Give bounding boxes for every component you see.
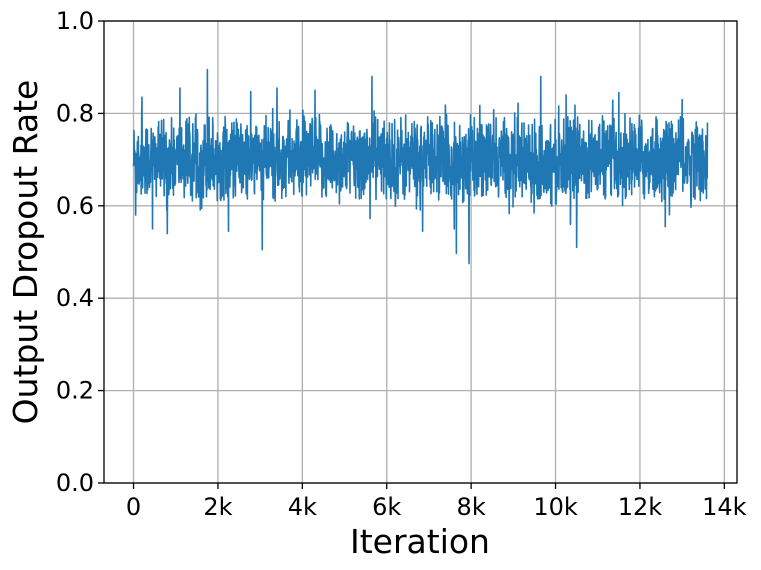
y-tick-label: 0.2 <box>56 377 94 405</box>
plot-frame <box>103 20 738 484</box>
y-axis-label: Output Dropout Rate <box>6 80 45 425</box>
y-tick-label: 0.0 <box>56 469 94 497</box>
plot-area <box>132 68 709 265</box>
x-tick-label: 0 <box>126 493 141 521</box>
grid-lines <box>104 20 737 484</box>
x-tick-label: 6k <box>372 493 401 521</box>
y-tick-label: 1.0 <box>56 7 94 35</box>
axis-ticks: 0 2k 4k 6k 8k 10k 12k 14k 0.0 0.2 0.4 0.6 0.8 1.0 <box>56 7 747 521</box>
x-tick-label: 2k <box>203 493 232 521</box>
y-tick-label: 0.6 <box>56 192 94 220</box>
x-tick-label: 14k <box>702 493 747 521</box>
x-axis-label: Iteration <box>350 522 490 561</box>
series-line <box>132 68 709 265</box>
y-tick-label: 0.4 <box>56 284 94 312</box>
x-tick-label: 8k <box>457 493 486 521</box>
x-tick-label: 10k <box>533 493 578 521</box>
y-tick-label: 0.8 <box>56 99 94 127</box>
x-tick-label: 12k <box>618 493 663 521</box>
x-tick-label: 4k <box>288 493 317 521</box>
